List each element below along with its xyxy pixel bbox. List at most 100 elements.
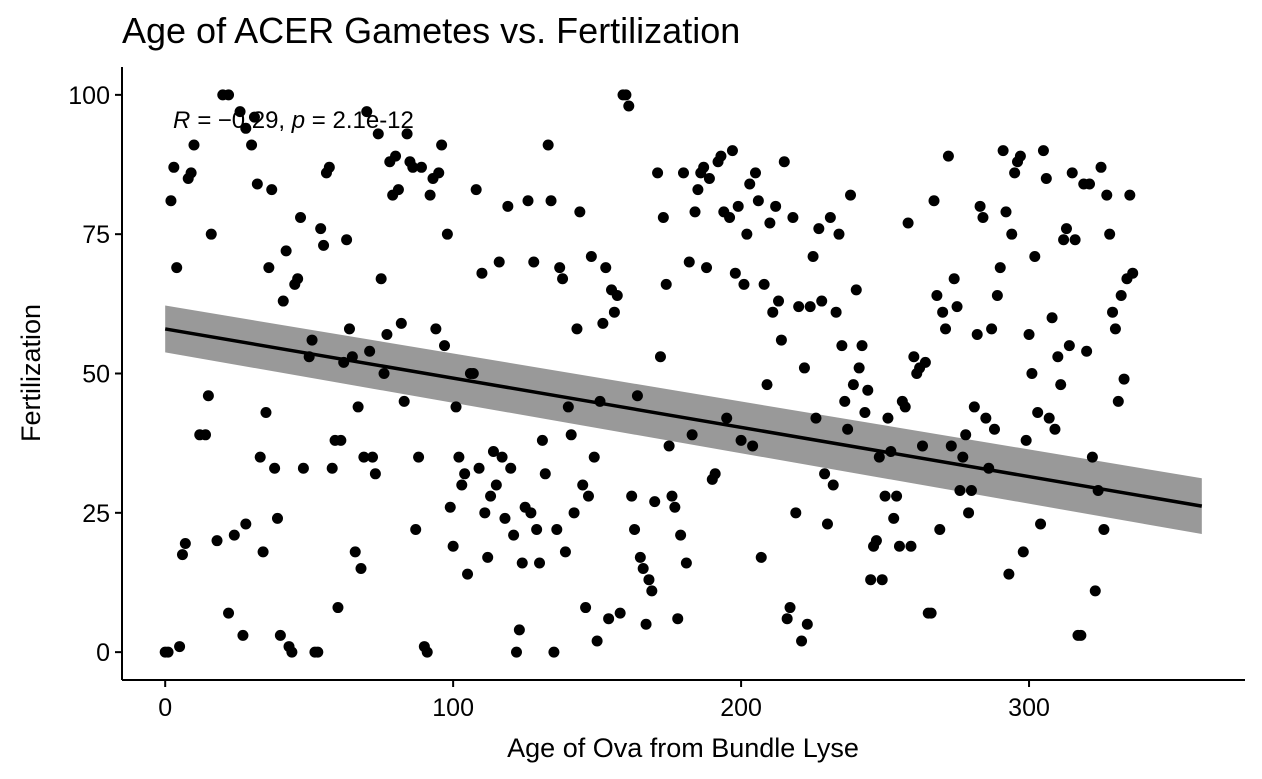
data-point — [1040, 172, 1052, 184]
data-point — [678, 167, 689, 179]
data-point — [931, 289, 943, 301]
data-point — [793, 301, 805, 313]
data-point — [292, 273, 304, 285]
data-point — [401, 128, 413, 140]
data-point — [827, 479, 839, 491]
data-point — [850, 284, 862, 296]
data-point — [963, 507, 975, 519]
data-point — [228, 529, 240, 541]
data-point — [781, 613, 793, 625]
data-point — [580, 602, 592, 614]
data-point — [205, 228, 217, 240]
data-point — [355, 563, 367, 575]
data-point — [804, 301, 816, 313]
data-point — [568, 507, 580, 519]
data-point — [176, 549, 188, 561]
data-point — [588, 451, 600, 463]
data-point — [271, 512, 283, 524]
data-point — [1014, 150, 1026, 162]
data-point — [721, 412, 733, 424]
data-point — [1049, 423, 1061, 435]
data-point — [770, 200, 782, 212]
data-point — [456, 479, 468, 491]
data-point — [755, 551, 767, 563]
data-point — [453, 451, 465, 463]
data-point — [1009, 167, 1021, 179]
data-point — [188, 139, 200, 151]
data-point — [1075, 629, 1087, 641]
x-axis-label: Age of Ova from Bundle Lyse — [507, 733, 859, 763]
data-point — [663, 440, 675, 452]
data-point — [623, 100, 635, 112]
data-point — [234, 106, 246, 118]
data-point — [571, 323, 583, 335]
data-point — [185, 167, 197, 179]
data-point — [845, 189, 857, 201]
data-point — [1118, 373, 1130, 385]
data-point — [343, 323, 355, 335]
data-point — [940, 323, 952, 335]
data-point — [248, 111, 260, 123]
data-point — [600, 262, 612, 274]
data-point — [775, 334, 787, 346]
data-point — [447, 540, 459, 552]
data-point — [801, 618, 813, 630]
data-point — [398, 395, 410, 407]
regression-line — [164, 327, 1203, 508]
data-point — [942, 150, 954, 162]
data-point — [787, 211, 799, 223]
data-point — [672, 613, 684, 625]
data-point — [364, 345, 376, 357]
data-point — [559, 546, 571, 558]
data-point — [767, 306, 779, 318]
data-point — [948, 273, 960, 285]
y-tick-label: 0 — [96, 639, 110, 667]
data-point — [257, 546, 269, 558]
data-point — [997, 145, 1009, 157]
data-point — [542, 139, 554, 151]
data-point — [367, 451, 379, 463]
data-point — [266, 184, 278, 196]
y-axis-label: Fertilization — [16, 304, 46, 442]
data-point — [879, 490, 891, 502]
data-point — [1127, 267, 1139, 279]
data-point — [179, 537, 191, 549]
data-point — [790, 507, 802, 519]
data-point — [1069, 234, 1081, 246]
data-point — [513, 624, 525, 636]
data-point — [1095, 161, 1107, 173]
y-tick-label: 50 — [82, 361, 110, 389]
data-point — [654, 351, 666, 363]
data-point — [752, 195, 764, 207]
data-point — [254, 451, 266, 463]
data-point — [1112, 395, 1124, 407]
data-point — [562, 401, 574, 413]
data-point — [980, 412, 992, 424]
y-tick-label: 75 — [82, 221, 110, 249]
data-point — [441, 228, 453, 240]
data-point — [669, 501, 681, 513]
data-point — [510, 646, 522, 658]
data-point — [1081, 345, 1093, 357]
data-point — [424, 189, 436, 201]
data-point — [741, 228, 753, 240]
data-point — [1043, 412, 1055, 424]
data-point — [666, 490, 678, 502]
data-point — [421, 646, 433, 658]
data-point — [1063, 340, 1075, 352]
data-point — [945, 440, 957, 452]
data-point — [548, 646, 560, 658]
data-point — [683, 256, 695, 268]
data-point — [816, 295, 828, 307]
data-point — [1003, 568, 1015, 580]
x-tick-label: 100 — [432, 694, 474, 722]
data-point — [865, 574, 877, 586]
data-point — [223, 89, 235, 101]
data-point — [551, 524, 563, 536]
data-point — [905, 540, 917, 552]
data-point — [819, 468, 831, 480]
r-prefix: R = — [173, 107, 218, 134]
data-point — [352, 401, 364, 413]
data-point — [738, 278, 750, 290]
